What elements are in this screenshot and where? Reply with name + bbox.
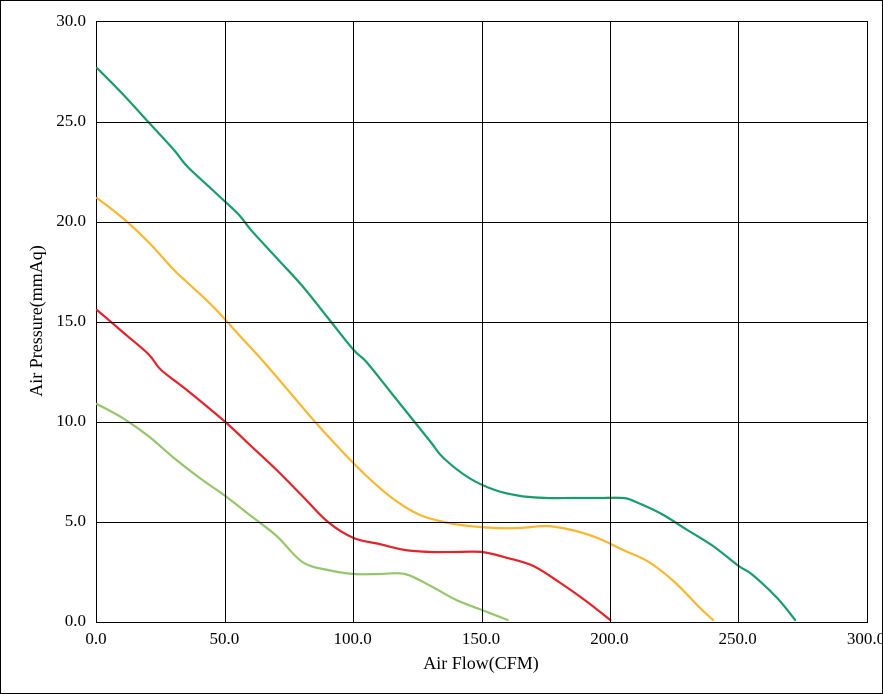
- curve-lightgreen: [97, 404, 508, 620]
- x-tick-label: 300.0: [847, 629, 883, 649]
- y-tick-label: 5.0: [65, 511, 86, 531]
- y-tick-label: 10.0: [56, 411, 86, 431]
- y-tick-label: 25.0: [56, 111, 86, 131]
- x-tick-label: 250.0: [719, 629, 757, 649]
- x-axis-label: Air Flow(CFM): [423, 653, 539, 674]
- fan-curve-chart: 0.0 50.0 100.0 150.0 200.0 250.0 300.0 0.0 5.0 1…: [0, 0, 883, 694]
- x-tick-label: 50.0: [209, 629, 239, 649]
- curve-darkgreen: [97, 68, 795, 620]
- x-tick-label: 0.0: [85, 629, 106, 649]
- y-tick-label: 30.0: [56, 11, 86, 31]
- plot-area: [96, 21, 868, 623]
- x-tick-label: 100.0: [334, 629, 372, 649]
- y-tick-label: 0.0: [65, 611, 86, 631]
- y-axis-label: Air Pressure(mmAq): [26, 245, 47, 396]
- y-gridline: [97, 522, 867, 523]
- x-tick-label: 200.0: [590, 629, 628, 649]
- y-gridline: [97, 422, 867, 423]
- x-tick-label: 150.0: [462, 629, 500, 649]
- y-tick-label: 20.0: [56, 211, 86, 231]
- y-gridline: [97, 122, 867, 123]
- y-gridline: [97, 222, 867, 223]
- y-gridline: [97, 322, 867, 323]
- y-tick-label: 15.0: [56, 311, 86, 331]
